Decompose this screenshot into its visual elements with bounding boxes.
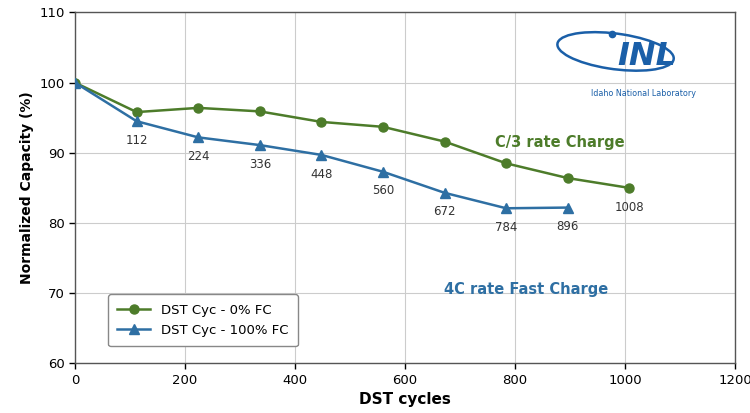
Text: 336: 336 <box>249 158 271 171</box>
Legend: DST Cyc - 0% FC, DST Cyc - 100% FC: DST Cyc - 0% FC, DST Cyc - 100% FC <box>108 294 298 347</box>
DST Cyc - 0% FC <box>563 176 572 180</box>
DST Cyc - 0% FC <box>194 105 202 110</box>
Y-axis label: Normalized Capacity (%): Normalized Capacity (%) <box>20 92 34 284</box>
Text: 112: 112 <box>125 134 148 147</box>
DST Cyc - 100% FC <box>317 152 326 157</box>
Text: INL: INL <box>617 41 676 72</box>
DST Cyc - 0% FC <box>502 161 511 166</box>
DST Cyc - 100% FC <box>255 142 264 147</box>
DST Cyc - 0% FC <box>255 109 264 114</box>
X-axis label: DST cycles: DST cycles <box>359 392 451 407</box>
DST Cyc - 0% FC <box>317 119 326 124</box>
DST Cyc - 100% FC <box>440 190 449 195</box>
Line: DST Cyc - 0% FC: DST Cyc - 0% FC <box>70 78 634 192</box>
DST Cyc - 100% FC <box>194 135 202 140</box>
Text: 224: 224 <box>187 150 209 163</box>
Text: 4C rate Fast Charge: 4C rate Fast Charge <box>444 282 608 297</box>
Text: Idaho National Laboratory: Idaho National Laboratory <box>591 88 696 97</box>
DST Cyc - 0% FC <box>625 185 634 190</box>
Text: 1008: 1008 <box>614 201 644 214</box>
DST Cyc - 0% FC <box>70 80 80 85</box>
Text: 560: 560 <box>372 184 394 197</box>
Text: 896: 896 <box>556 220 579 233</box>
Text: C/3 rate Charge: C/3 rate Charge <box>495 135 625 150</box>
Text: 672: 672 <box>433 205 456 218</box>
DST Cyc - 100% FC <box>70 80 80 85</box>
Text: 784: 784 <box>495 221 517 234</box>
DST Cyc - 100% FC <box>379 169 388 174</box>
Text: 448: 448 <box>310 168 332 180</box>
DST Cyc - 0% FC <box>440 139 449 144</box>
DST Cyc - 0% FC <box>379 124 388 129</box>
Line: DST Cyc - 100% FC: DST Cyc - 100% FC <box>70 78 573 213</box>
DST Cyc - 100% FC <box>502 206 511 211</box>
DST Cyc - 100% FC <box>132 119 141 123</box>
DST Cyc - 0% FC <box>132 109 141 114</box>
DST Cyc - 100% FC <box>563 205 572 210</box>
